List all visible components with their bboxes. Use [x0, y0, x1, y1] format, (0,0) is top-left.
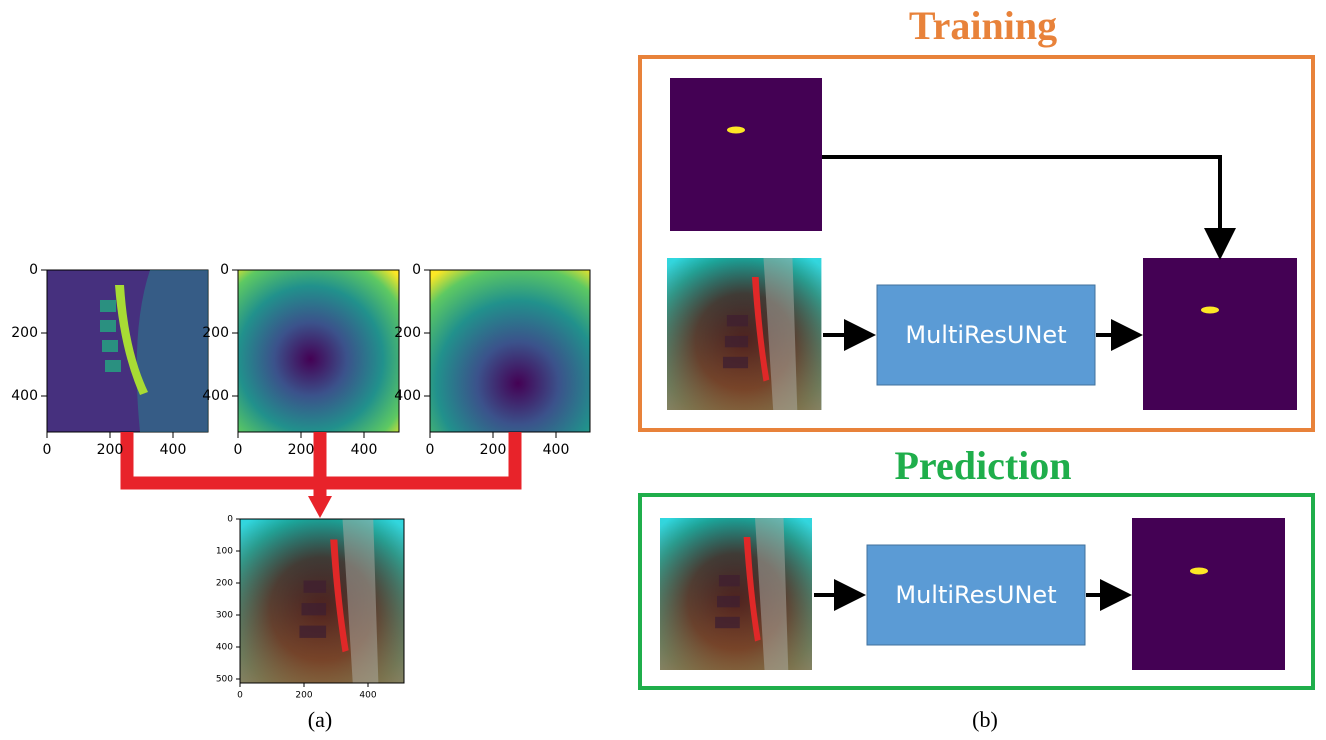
x-tick-label: 200 [480, 442, 507, 458]
y-tick-label: 400 [216, 643, 233, 653]
mask-spot [727, 127, 745, 134]
y-tick-label: 400 [202, 388, 229, 404]
y-tick-label: 100 [216, 547, 233, 557]
x-tick-label: 400 [543, 442, 570, 458]
x-tick-label: 0 [234, 442, 243, 458]
distance-map [238, 270, 399, 432]
model-label: MultiResUNet [895, 581, 1056, 609]
mask-image [670, 78, 822, 231]
x-tick-label: 400 [351, 442, 378, 458]
figure: (a) Training MultiResUNet Prediction Mul… [0, 0, 1326, 740]
y-tick-label: 0 [412, 262, 421, 278]
x-tick-label: 200 [295, 691, 312, 701]
y-tick-label: 0 [29, 262, 38, 278]
y-tick-label: 200 [394, 325, 421, 341]
y-tick-label: 200 [202, 325, 229, 341]
x-tick-label: 400 [359, 691, 376, 701]
x-tick-label: 400 [160, 442, 187, 458]
combined-image [240, 519, 404, 683]
section-title: Training [909, 3, 1057, 48]
distance-map [430, 270, 590, 432]
panel-label: (b) [972, 707, 998, 732]
x-tick-label: 0 [237, 691, 243, 701]
panel-label: (a) [308, 707, 332, 732]
x-tick-label: 0 [43, 442, 52, 458]
y-tick-label: 300 [216, 611, 233, 621]
y-tick-label: 0 [220, 262, 229, 278]
model-label: MultiResUNet [905, 321, 1066, 349]
y-tick-label: 400 [394, 388, 421, 404]
x-tick-label: 0 [426, 442, 435, 458]
x-tick-label: 200 [288, 442, 315, 458]
mri-tissue [137, 270, 208, 432]
mask-spot [1190, 568, 1208, 575]
mask-spot [1201, 307, 1219, 314]
y-tick-label: 500 [216, 675, 233, 685]
section-title: Prediction [894, 443, 1071, 488]
x-tick-label: 200 [97, 442, 124, 458]
y-tick-label: 400 [11, 388, 38, 404]
y-tick-label: 200 [11, 325, 38, 341]
arrow [822, 157, 1220, 252]
input-image [660, 518, 812, 670]
output-image [1143, 258, 1297, 410]
y-tick-label: 200 [216, 579, 233, 589]
y-tick-label: 0 [227, 515, 233, 525]
input-image [667, 258, 821, 410]
merge-arrow [308, 496, 332, 518]
output-image [1132, 518, 1285, 670]
